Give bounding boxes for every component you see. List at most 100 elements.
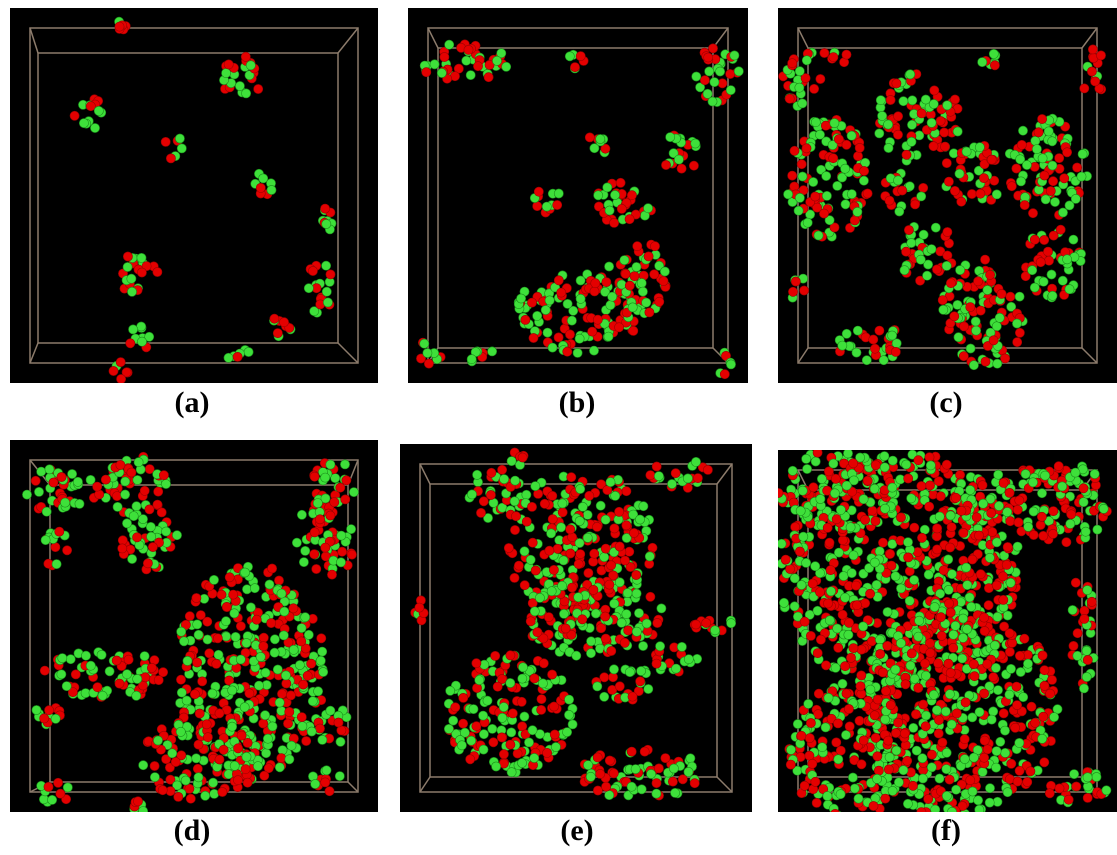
- particle: [520, 712, 529, 721]
- particle: [984, 601, 993, 610]
- particle: [244, 347, 253, 356]
- particle: [605, 580, 614, 589]
- particle: [321, 543, 330, 552]
- particle: [1040, 171, 1049, 180]
- particle: [49, 478, 58, 487]
- particle: [86, 661, 95, 670]
- particle: [703, 89, 712, 98]
- particle: [1063, 148, 1072, 157]
- particle: [993, 612, 1002, 621]
- particle: [645, 308, 654, 317]
- particle: [842, 481, 851, 490]
- particle: [261, 668, 270, 677]
- particle: [925, 502, 934, 511]
- particle: [246, 61, 255, 70]
- particle: [234, 744, 243, 753]
- particle: [791, 277, 800, 286]
- particle: [224, 353, 233, 362]
- particle: [847, 569, 856, 578]
- particle: [308, 697, 317, 706]
- particle: [275, 698, 284, 707]
- particle: [132, 691, 141, 700]
- particle: [52, 560, 61, 569]
- particle: [710, 78, 719, 87]
- particle: [549, 565, 558, 574]
- particle: [586, 772, 595, 781]
- particle: [816, 635, 825, 644]
- particle: [600, 673, 609, 682]
- particle: [1049, 177, 1058, 186]
- particle: [883, 641, 892, 650]
- particle: [881, 686, 890, 695]
- particle: [193, 620, 202, 629]
- particle: [242, 638, 251, 647]
- particle: [677, 642, 686, 651]
- particle: [303, 671, 312, 680]
- particle: [312, 564, 321, 573]
- particle: [605, 206, 614, 215]
- particle: [86, 102, 95, 111]
- particle: [587, 637, 596, 646]
- particle: [957, 506, 966, 515]
- particle: [942, 791, 951, 800]
- particle: [112, 492, 121, 501]
- particle: [1058, 482, 1067, 491]
- particle: [936, 492, 945, 501]
- particle: [979, 174, 988, 183]
- panel-label: (b): [559, 386, 596, 419]
- particle: [222, 632, 231, 641]
- particle: [1012, 164, 1021, 173]
- particle: [967, 189, 976, 198]
- particle: [575, 334, 584, 343]
- particle: [905, 596, 914, 605]
- particle: [283, 719, 292, 728]
- particle: [256, 183, 265, 192]
- particle: [616, 178, 625, 187]
- particle: [326, 706, 335, 715]
- particle: [992, 763, 1001, 772]
- particle: [297, 624, 306, 633]
- particle: [1064, 795, 1073, 804]
- particle: [904, 225, 913, 234]
- particle: [208, 689, 217, 698]
- particle: [944, 555, 953, 564]
- particle: [601, 515, 610, 524]
- particle: [287, 741, 296, 750]
- particle: [803, 464, 812, 473]
- particle: [593, 786, 602, 795]
- particle: [652, 659, 661, 668]
- particle: [177, 144, 186, 153]
- particle: [981, 255, 990, 264]
- particle: [112, 656, 121, 665]
- particle: [122, 670, 131, 679]
- particle: [1026, 767, 1035, 776]
- particle: [962, 147, 971, 156]
- particle: [446, 686, 455, 695]
- particle: [922, 711, 931, 720]
- particle: [462, 56, 471, 65]
- particle: [573, 348, 582, 357]
- particle: [179, 637, 188, 646]
- particle: [978, 767, 987, 776]
- particle: [1019, 693, 1028, 702]
- particle: [39, 795, 48, 804]
- particle: [910, 523, 919, 532]
- particle: [863, 476, 872, 485]
- particle: [31, 476, 40, 485]
- particle: [547, 529, 556, 538]
- particle: [903, 538, 912, 547]
- particle: [940, 142, 949, 151]
- particle: [876, 96, 885, 105]
- particle: [259, 633, 268, 642]
- particle: [926, 461, 935, 470]
- particle: [472, 659, 481, 668]
- particle: [978, 481, 987, 490]
- particle: [615, 542, 624, 551]
- particle: [123, 252, 132, 261]
- particle: [278, 746, 287, 755]
- particle: [195, 709, 204, 718]
- particle: [815, 130, 824, 139]
- particle: [113, 502, 122, 511]
- particle: [528, 538, 537, 547]
- particle: [798, 172, 807, 181]
